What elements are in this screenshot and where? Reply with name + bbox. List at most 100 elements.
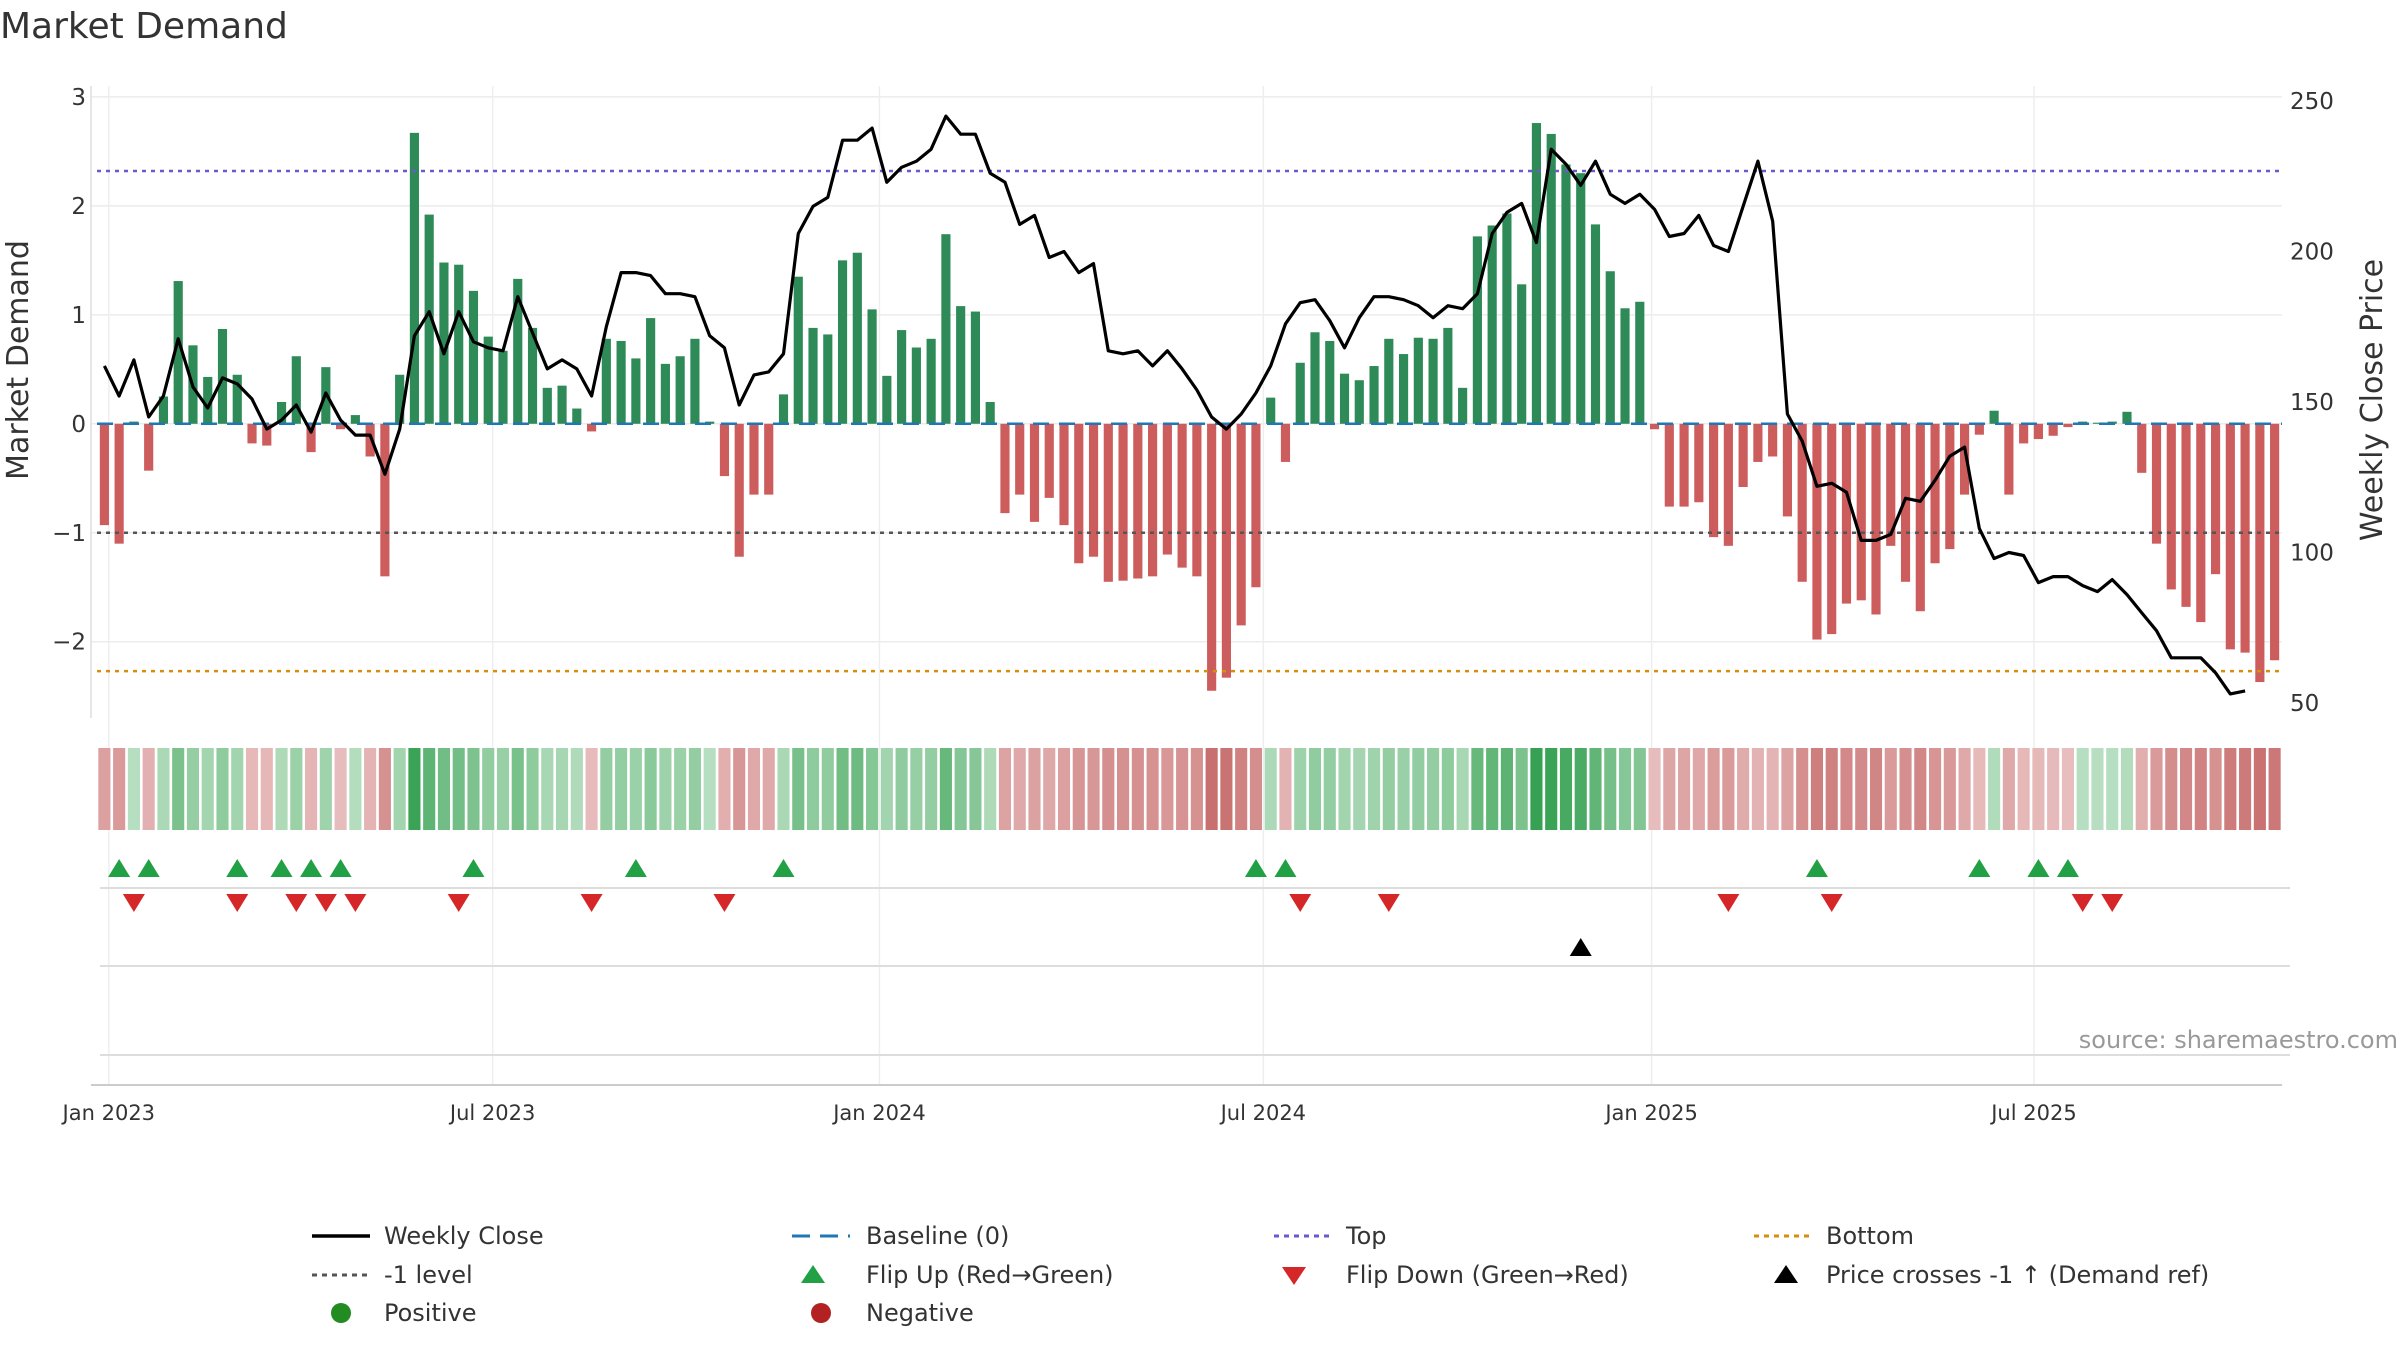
heat-cell <box>1397 748 1410 830</box>
demand-bar <box>527 327 538 424</box>
heat-cell <box>290 748 303 830</box>
flip-up-marker <box>1968 859 1991 877</box>
heat-cell <box>1988 748 2001 830</box>
heat-cell <box>1722 748 1735 830</box>
heat-cell <box>688 748 701 830</box>
heat-cell <box>1692 748 1705 830</box>
demand-bar <box>631 358 641 424</box>
demand-bar <box>1546 133 1556 424</box>
demand-bar <box>2181 423 2191 607</box>
heat-cell <box>2061 748 2074 830</box>
demand-bar <box>409 132 419 424</box>
demand-bar <box>1531 123 1542 424</box>
heat-cell <box>1884 748 1897 830</box>
flip-down-marker <box>447 894 470 912</box>
legend-item-flip-up: Flip Up (Red→Green) <box>801 1261 1114 1289</box>
demand-bar <box>1605 271 1615 424</box>
flip-down-marker <box>1820 894 1843 912</box>
heat-strip <box>98 748 2281 830</box>
demand-bar <box>2166 423 2176 590</box>
demand-bar <box>1354 380 1364 424</box>
demand-bar <box>660 363 670 424</box>
heat-cell <box>1589 748 1602 830</box>
heat-cell <box>1633 748 1646 830</box>
demand-bar <box>1841 423 1852 604</box>
demand-bar <box>2225 423 2235 650</box>
x-tick-label: Jan 2023 <box>61 1101 156 1125</box>
flip-down-marker <box>2101 894 2124 912</box>
heat-cell <box>555 748 569 830</box>
demand-bar <box>1088 423 1099 557</box>
heat-cell <box>305 748 318 830</box>
heat-cell <box>792 748 805 830</box>
demand-bar <box>1871 423 1881 615</box>
heat-cell <box>1131 748 1144 830</box>
demand-bar <box>897 330 907 424</box>
x-tick-label: Jan 2024 <box>831 1101 926 1125</box>
y-right-tick-label: 150 <box>2290 390 2334 416</box>
heat-cell <box>172 748 185 830</box>
heat-cell <box>2268 748 2281 830</box>
heat-cell <box>408 748 421 830</box>
heat-cell <box>1796 748 1809 830</box>
heat-cell <box>2209 748 2222 830</box>
heat-cell <box>526 748 539 830</box>
heat-cell <box>629 748 642 830</box>
flip-up-marker <box>108 859 131 877</box>
flip-down-marker <box>1289 894 1312 912</box>
demand-bar <box>749 423 759 495</box>
heat-cell <box>1648 748 1661 830</box>
demand-bar <box>808 327 818 424</box>
heat-cell <box>1235 748 1248 830</box>
heat-cell <box>2165 748 2178 830</box>
heat-cell <box>1382 748 1395 830</box>
demand-bar <box>1133 423 1143 579</box>
demand-bar <box>764 423 774 495</box>
legend-label: Negative <box>866 1299 974 1327</box>
demand-bar <box>542 387 552 424</box>
demand-bar <box>1325 340 1335 424</box>
demand-bar <box>1251 423 1261 588</box>
demand-bar <box>1472 236 1482 424</box>
heat-cell <box>1604 748 1617 830</box>
heat-cell <box>570 748 583 830</box>
y-left-tick-label: −1 <box>52 521 86 547</box>
demand-bar <box>1576 173 1586 424</box>
heat-cell <box>2120 748 2134 830</box>
legend-item-minus-one: -1 level <box>312 1261 473 1289</box>
demand-bar <box>778 394 789 424</box>
demand-bar <box>365 423 375 457</box>
heat-cell <box>777 748 790 830</box>
flip-up-marker <box>772 859 795 877</box>
heat-cell <box>1500 748 1513 830</box>
demand-bar <box>1487 225 1497 424</box>
flip-up-marker <box>2027 859 2050 877</box>
heat-cell <box>142 748 155 830</box>
heat-cell <box>984 748 997 830</box>
y-left-tick-label: 3 <box>71 85 86 111</box>
flip-up-marker <box>1244 859 1267 877</box>
flip-down-marker <box>1377 894 1400 912</box>
legend-label: Price crosses -1 ↑ (Demand ref) <box>1826 1261 2209 1289</box>
demand-bar <box>601 338 611 424</box>
heat-cell <box>1412 748 1425 830</box>
heat-cell <box>1057 748 1071 830</box>
flip-down-marker <box>226 894 249 912</box>
heat-cell <box>201 748 214 830</box>
triangle-up-icon <box>1774 1265 1798 1283</box>
legend-label: Baseline (0) <box>866 1222 1009 1250</box>
heat-cell <box>1367 748 1381 830</box>
heat-cell <box>747 748 761 830</box>
heat-cell <box>1973 748 1986 830</box>
demand-bar <box>498 350 508 424</box>
heat-cell <box>615 748 628 830</box>
legend-item-price-cross: Price crosses -1 ↑ (Demand ref) <box>1774 1261 2209 1289</box>
heat-cell <box>1766 748 1779 830</box>
heat-cell <box>378 748 391 830</box>
demand-bar <box>114 423 124 544</box>
chart-title: Market Demand <box>0 6 288 47</box>
heat-cell <box>1840 748 1853 830</box>
heat-cell <box>600 748 613 830</box>
demand-bar <box>2033 423 2043 440</box>
demand-bar <box>1900 423 1911 582</box>
